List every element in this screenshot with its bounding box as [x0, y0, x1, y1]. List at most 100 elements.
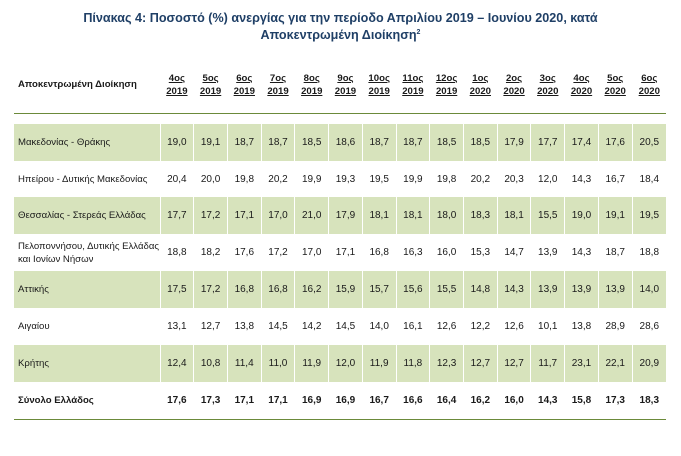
- month-label: 6ος: [236, 72, 253, 84]
- rate-cell: 10,1: [530, 308, 565, 345]
- rate-cell: 17,6: [597, 124, 633, 161]
- rate-cell: 16,1: [395, 308, 430, 345]
- rate-cell: 13,9: [564, 271, 599, 308]
- rate-cell: 14,5: [328, 308, 363, 345]
- total-row: Σύνολο Ελλάδος 17,6 17,3 17,1 17,1 16,9 16,9 16…: [14, 382, 666, 420]
- rate-cell: 20,0: [193, 161, 228, 197]
- rate-cell: 15,8: [564, 382, 599, 420]
- region-name-cell: Ηπείρου - Δυτικής Μακεδονίας: [18, 173, 148, 185]
- rate-cell: 17,1: [226, 197, 262, 234]
- rate-cell: 15,5: [429, 271, 464, 308]
- year-label: 2019: [301, 85, 323, 97]
- rate-cell: 11,8: [395, 345, 430, 382]
- month-label: 1ος: [472, 72, 489, 84]
- rate-cell: 11,4: [226, 345, 262, 382]
- rate-cell: 13,9: [597, 271, 633, 308]
- rate-cell: 12,7: [193, 308, 228, 345]
- rate-cell: 20,5: [631, 124, 666, 161]
- month-label: 9ος: [337, 72, 354, 84]
- rate-cell: 18,1: [395, 197, 430, 234]
- month-label: 5ος: [607, 72, 624, 84]
- month-column-header: 6ος 2020: [631, 56, 666, 114]
- year-label: 2019: [233, 85, 255, 97]
- rate-cell: 13,9: [530, 271, 565, 308]
- rate-cell: 12,4: [159, 345, 194, 382]
- spacer-cell: [14, 114, 666, 125]
- month-label: 6ος: [641, 72, 658, 84]
- table-row: Κρήτης 12,4 10,8 11,4 11,0 11,9 12,0 11,9 11,8 12…: [14, 345, 666, 382]
- rate-cell: 17,1: [328, 234, 363, 271]
- rate-cell: 18,7: [361, 124, 397, 161]
- rate-cell: 14,3: [564, 161, 599, 197]
- rate-cell: 19,3: [328, 161, 363, 197]
- rate-cell: 20,4: [159, 161, 194, 197]
- rate-cell: 19,9: [395, 161, 430, 197]
- header-row: Αποκεντρωμένη Διοίκηση 4ος 2019 5ος 2019 6ος…: [14, 56, 666, 114]
- region-name-cell: Κρήτης: [14, 345, 160, 382]
- year-label: 2019: [267, 85, 289, 97]
- month-column-header: 12ος 2019: [429, 56, 464, 114]
- rate-cell: 13,9: [530, 234, 565, 271]
- rate-cell: 18,7: [260, 124, 295, 161]
- rate-cell: 16,3: [395, 234, 430, 271]
- month-label: 4ος: [168, 72, 185, 84]
- month-column-header: 8ος 2019: [294, 56, 329, 114]
- rate-cell: 12,7: [462, 345, 498, 382]
- month-column-header: 3ος 2020: [530, 56, 565, 114]
- month-column-header: 9ος 2019: [328, 56, 363, 114]
- table-row: Μακεδονίας - Θράκης 19,0 19,1 18,7 18,7 18,5 1…: [14, 124, 666, 161]
- rate-cell: 20,9: [631, 345, 666, 382]
- rate-cell: 17,2: [193, 271, 228, 308]
- rate-cell: 18,5: [429, 124, 464, 161]
- rate-cell: 16,7: [597, 161, 633, 197]
- table-title: Πίνακας 4: Ποσοστό (%) ανεργίας για την …: [0, 10, 681, 44]
- month-label: 4ος: [573, 72, 590, 84]
- rate-cell: 14,3: [564, 234, 599, 271]
- rate-cell: 17,0: [260, 197, 295, 234]
- rate-cell: 18,2: [193, 234, 228, 271]
- region-name-cell: Σύνολο Ελλάδος: [14, 382, 160, 420]
- rate-cell: 17,3: [597, 382, 633, 420]
- rate-cell: 16,8: [226, 271, 262, 308]
- unemployment-table: Αποκεντρωμένη Διοίκηση 4ος 2019 5ος 2019 6ος…: [14, 56, 666, 420]
- rate-cell: 20,2: [462, 161, 498, 197]
- rate-cell: 12,0: [530, 161, 565, 197]
- rate-cell: 22,1: [597, 345, 633, 382]
- rate-cell: 12,6: [496, 308, 531, 345]
- rate-cell: 16,8: [361, 234, 397, 271]
- month-label: 12ος: [435, 72, 458, 84]
- rate-cell: 17,7: [530, 124, 565, 161]
- table-row: Αττικής 17,5 17,2 16,8 16,8 16,2 15,9 15,7 15,6 1…: [14, 271, 666, 308]
- month-column-header: 2ος 2020: [496, 56, 531, 114]
- region-name-cell: Αιγαίου: [18, 321, 50, 332]
- rate-cell: 19,0: [564, 197, 599, 234]
- rate-cell: 11,7: [530, 345, 565, 382]
- month-label: 8ος: [303, 72, 320, 84]
- month-column-header: 11ος 2019: [395, 56, 430, 114]
- rate-cell: 11,9: [294, 345, 329, 382]
- rate-cell: 17,7: [159, 197, 194, 234]
- rate-cell: 17,4: [564, 124, 599, 161]
- rate-cell: 20,3: [496, 161, 531, 197]
- spacer-row: [14, 114, 666, 125]
- rate-cell: 17,9: [496, 124, 531, 161]
- rate-cell: 16,0: [496, 382, 531, 420]
- rate-cell: 18,3: [462, 197, 498, 234]
- rate-cell: 13,1: [159, 308, 194, 345]
- rate-cell: 19,1: [193, 124, 228, 161]
- rate-cell: 16,0: [429, 234, 464, 271]
- rate-cell: 16,2: [294, 271, 329, 308]
- month-label: 10ος: [368, 72, 390, 84]
- rate-cell: 12,7: [496, 345, 531, 382]
- rate-cell: 20,2: [260, 161, 295, 197]
- rate-cell: 18,0: [429, 197, 464, 234]
- rate-cell: 13,8: [564, 308, 599, 345]
- rate-cell: 18,1: [361, 197, 397, 234]
- rate-cell: 17,1: [226, 382, 262, 420]
- month-column-header: 1ος 2020: [462, 56, 498, 114]
- rate-cell: 14,3: [530, 382, 565, 420]
- month-label: 11ος: [402, 72, 424, 84]
- rate-cell: 14,2: [294, 308, 329, 345]
- rate-cell: 18,4: [631, 161, 666, 197]
- rate-cell: 15,3: [462, 234, 498, 271]
